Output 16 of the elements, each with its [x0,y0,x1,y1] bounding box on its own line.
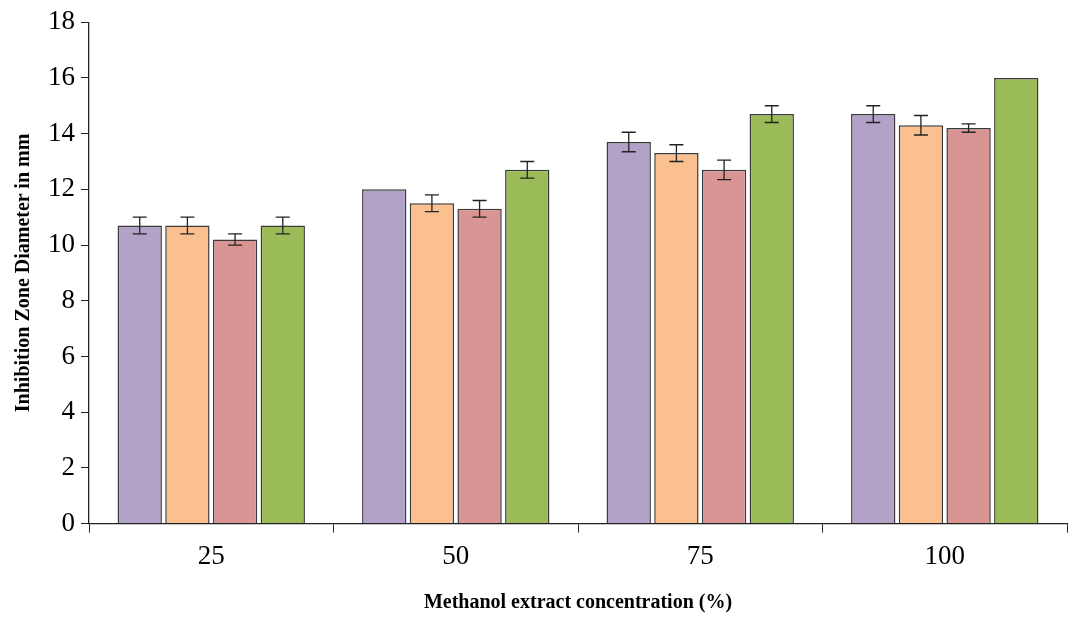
y-tick-label: 6 [61,339,75,370]
y-tick-label: 16 [48,61,75,91]
x-tick-label: 50 [442,539,470,570]
x-tick-label: 100 [924,539,965,570]
x-tick-label: 25 [197,539,225,570]
x-axis-title: Methanol extract concentration (%) [423,590,733,614]
y-tick-label: 8 [61,283,75,314]
y-tick-label: 4 [61,395,76,426]
x-tick-label: 75 [686,539,714,570]
y-tick-label: 18 [48,5,75,36]
y-tick-label: 2 [61,450,75,481]
y-tick-label: 12 [48,172,75,203]
y-axis-title: Inhibition Zone Diameter in mm [11,133,34,413]
y-tick-label: 0 [61,506,75,537]
y-tick-label: 10 [48,228,75,259]
y-tick-label: 14 [48,116,76,147]
